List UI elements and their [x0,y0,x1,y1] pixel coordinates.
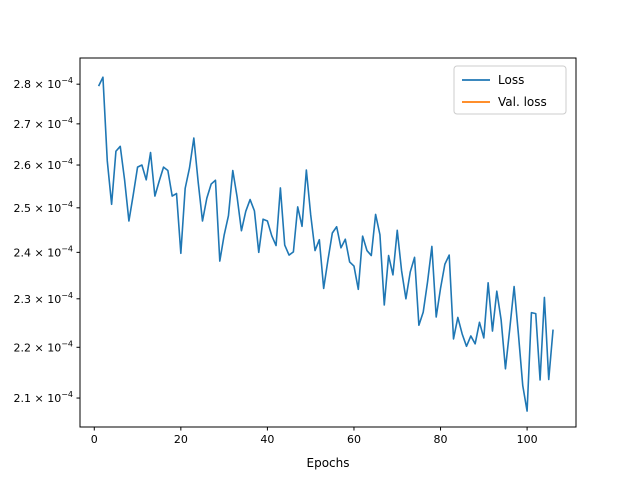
x-axis-label: Epochs [307,456,350,470]
y-tick-mantissa: 2.5 × 10 [14,202,62,215]
y-tick-label: 2.6 × 10−4 [14,157,74,172]
y-axis-ticks: 2.1 × 10−42.2 × 10−42.3 × 10−42.4 × 10−4… [14,76,80,405]
y-tick-exponent: −4 [61,157,73,166]
y-tick-mantissa: 2.4 × 10 [14,246,62,259]
x-tick-label: 40 [260,433,274,446]
y-tick-exponent: −4 [61,339,73,348]
y-tick-mantissa: 2.1 × 10 [14,392,62,405]
x-tick-label: 20 [174,433,188,446]
y-tick-exponent: −4 [61,244,73,253]
x-tick-label: 60 [347,433,361,446]
y-tick-exponent: −4 [61,200,73,209]
y-tick-mantissa: 2.2 × 10 [14,341,62,354]
y-tick-label: 2.1 × 10−4 [14,390,74,405]
plot-area [80,58,576,427]
y-tick-exponent: −4 [61,291,73,300]
y-tick-mantissa: 2.6 × 10 [14,159,62,172]
x-tick-label: 100 [517,433,538,446]
axes-border [79,57,577,428]
axes-background [80,58,576,427]
axes-frame [79,57,577,428]
y-tick-exponent: −4 [61,76,73,85]
y-tick-label: 2.2 × 10−4 [14,339,74,354]
y-tick-mantissa: 2.7 × 10 [14,118,62,131]
y-tick-label: 2.3 × 10−4 [14,291,74,306]
y-tick-exponent: −4 [61,390,73,399]
y-tick-label: 2.7 × 10−4 [14,116,74,131]
legend: Loss Val. loss [453,65,567,115]
series-layer [97,76,554,412]
y-tick-label: 2.5 × 10−4 [14,200,74,215]
x-tick-label: 80 [434,433,448,446]
y-tick-label: 2.4 × 10−4 [14,244,74,259]
x-axis-ticks: 0 20 40 60 80 100 [91,427,538,446]
y-tick-exponent: −4 [61,116,73,125]
legend-label: Val. loss [498,95,547,109]
y-tick-mantissa: 2.3 × 10 [14,293,62,306]
x-tick-label: 0 [91,433,98,446]
y-tick-mantissa: 2.8 × 10 [14,78,62,91]
y-tick-label: 2.8 × 10−4 [14,76,74,91]
series-line-loss [97,76,554,412]
legend-label: Loss [498,73,524,87]
